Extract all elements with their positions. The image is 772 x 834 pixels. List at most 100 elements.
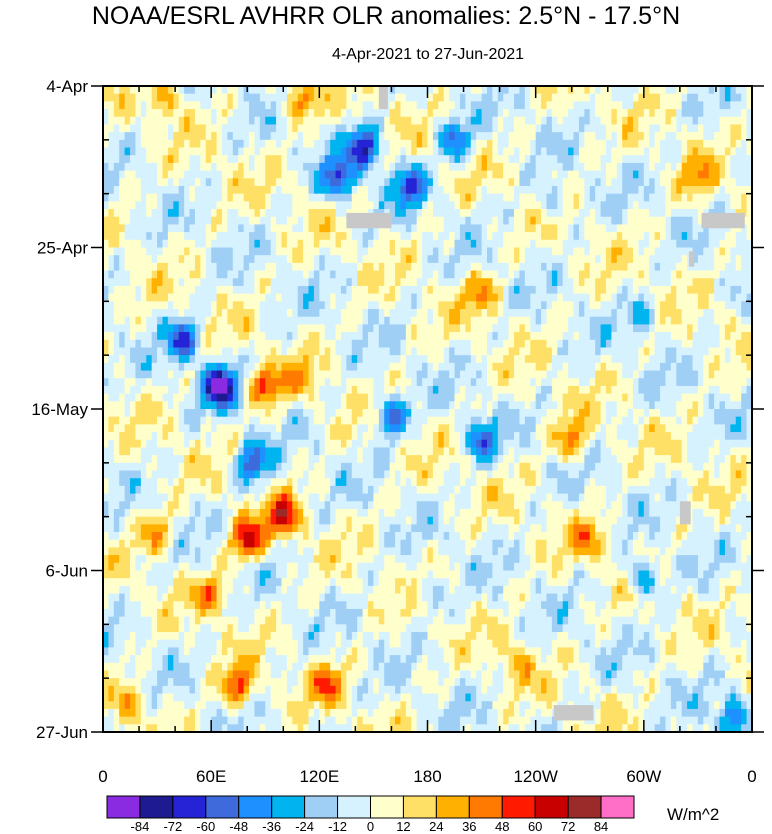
heatmap-cell [103, 278, 110, 287]
heatmap-cell [719, 86, 726, 95]
heatmap-cell [167, 301, 174, 310]
heatmap-cell [162, 324, 169, 333]
heatmap-cell [703, 101, 710, 110]
heatmap-cell [578, 155, 585, 164]
heatmap-cell [119, 232, 126, 241]
heatmap-cell [146, 209, 153, 218]
heatmap-cell [389, 239, 396, 249]
heatmap-cell [211, 162, 218, 172]
heatmap-cell [157, 262, 164, 272]
heatmap-cell [578, 216, 585, 226]
heatmap-cell [546, 155, 553, 164]
heatmap-cell [319, 155, 326, 164]
heatmap-cell [530, 262, 537, 272]
heatmap-cell [503, 178, 510, 187]
heatmap-cell [146, 378, 153, 387]
heatmap-cell [108, 255, 115, 264]
heatmap-cell [189, 316, 196, 325]
heatmap-cell [146, 178, 153, 187]
heatmap-cell [216, 101, 223, 110]
heatmap-cell [178, 170, 185, 179]
heatmap-cell [746, 270, 752, 279]
heatmap-cell [492, 393, 499, 402]
heatmap-cell [703, 93, 710, 102]
heatmap-cell [654, 185, 661, 195]
heatmap-cell [178, 162, 185, 172]
heatmap-cell [486, 393, 493, 402]
heatmap-cell [124, 239, 131, 249]
heatmap-cell [308, 185, 315, 195]
heatmap-cell [687, 332, 694, 341]
heatmap-cell [427, 185, 434, 195]
heatmap-cell [368, 324, 375, 333]
heatmap-cell [654, 247, 661, 256]
heatmap-cell [216, 339, 223, 349]
heatmap-cell [589, 109, 596, 118]
heatmap-cell [270, 170, 277, 179]
heatmap-cell [633, 332, 640, 341]
heatmap-cell [578, 185, 585, 195]
heatmap-cell [438, 378, 445, 387]
heatmap-cell [465, 224, 472, 233]
heatmap-cell [481, 385, 488, 395]
heatmap-cell [465, 355, 472, 364]
heatmap-cell [205, 86, 212, 95]
heatmap-cell [719, 232, 726, 241]
heatmap-cell [611, 293, 618, 302]
heatmap-cell [470, 93, 477, 102]
heatmap-cell [492, 401, 499, 410]
heatmap-cell [270, 116, 277, 126]
heatmap-cell [113, 278, 120, 287]
heatmap-cell [568, 101, 575, 110]
heatmap-cell [703, 347, 710, 356]
heatmap-cell [205, 162, 212, 172]
heatmap-cell [605, 170, 612, 179]
heatmap-cell [589, 301, 596, 310]
heatmap-cell [221, 255, 228, 264]
heatmap-cell [578, 209, 585, 218]
heatmap-cell [108, 347, 115, 356]
heatmap-cell [681, 239, 688, 249]
heatmap-cell [232, 239, 239, 249]
heatmap-cell [670, 393, 677, 402]
heatmap-cell [649, 155, 656, 164]
heatmap-cell [535, 132, 542, 141]
heatmap-cell [508, 378, 515, 387]
heatmap-cell [595, 270, 602, 279]
heatmap-cell [340, 385, 347, 395]
heatmap-cell [470, 316, 477, 325]
heatmap-cell [546, 324, 553, 333]
heatmap-cell [162, 201, 169, 210]
heatmap-cell [557, 178, 564, 187]
heatmap-cell [627, 139, 634, 149]
heatmap-cell [724, 239, 731, 249]
heatmap-cell [573, 155, 580, 164]
heatmap-cell [589, 285, 596, 295]
heatmap-cell [113, 362, 120, 372]
heatmap-cell [432, 201, 439, 210]
heatmap-cell [351, 170, 358, 179]
heatmap-cell [400, 285, 407, 295]
heatmap-cell [416, 147, 423, 156]
heatmap-cell [741, 201, 748, 210]
heatmap-cell [330, 116, 337, 126]
heatmap-cell [276, 216, 283, 226]
heatmap-cell [265, 355, 272, 364]
heatmap-cell [151, 247, 158, 256]
heatmap-cell [189, 401, 196, 410]
heatmap-cell [286, 293, 293, 302]
heatmap-cell [411, 185, 418, 195]
heatmap-cell [730, 193, 737, 202]
heatmap-cell [741, 285, 748, 295]
heatmap-cell [557, 309, 564, 318]
heatmap-cell [687, 109, 694, 118]
heatmap-cell [340, 370, 347, 379]
heatmap-cell [189, 247, 196, 256]
heatmap-cell [281, 401, 288, 410]
heatmap-cell [600, 109, 607, 118]
heatmap-cell [292, 355, 299, 364]
heatmap-cell [638, 378, 645, 387]
heatmap-cell [108, 86, 115, 95]
heatmap-cell [481, 109, 488, 118]
heatmap-cell [243, 278, 250, 287]
